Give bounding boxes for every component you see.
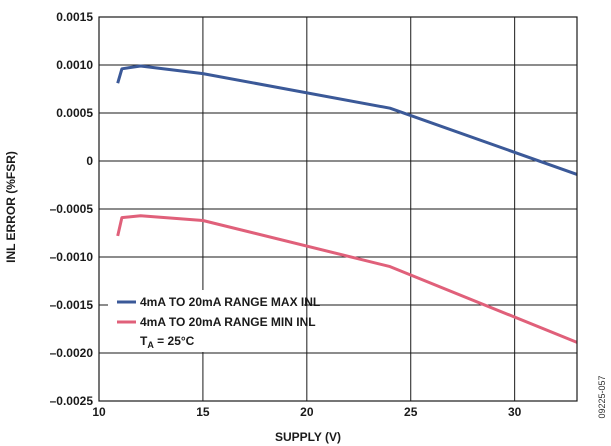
y-tick-label: –0.0015 <box>50 298 94 312</box>
x-axis-title: SUPPLY (V) <box>275 430 341 444</box>
y-tick-labels: 0.0015 0.0010 0.0005 0 –0.0005 –0.0010 –0.0015… <box>50 10 94 408</box>
legend-label-max: 4mA TO 20mA RANGE MAX INL <box>140 295 320 309</box>
series-line-min-inl <box>116 214 578 344</box>
series-layer <box>116 64 578 344</box>
x-tick-label: 15 <box>196 405 210 419</box>
grid <box>99 17 577 401</box>
plot-frame <box>98 16 578 402</box>
legend-background <box>108 290 304 352</box>
y-tick-label: 0.0015 <box>56 10 93 24</box>
y-tick-label: 0 <box>86 154 93 168</box>
y-tick-label: –0.0005 <box>50 202 94 216</box>
annotation-subscript: A <box>147 340 154 350</box>
series-line-max-inl <box>116 64 578 176</box>
y-tick-label: –0.0010 <box>50 250 94 264</box>
figure-id: 09225-057 <box>597 375 607 418</box>
y-tick-label: 0.0005 <box>56 106 93 120</box>
legend-label-min: 4mA TO 20mA RANGE MIN INL <box>140 315 316 329</box>
x-tick-label: 30 <box>508 405 522 419</box>
annotation-suffix: = 25°C <box>154 334 195 348</box>
x-tick-labels: 10 15 20 25 30 <box>92 405 521 419</box>
x-tick-label: 25 <box>404 405 418 419</box>
temperature-annotation: TA = 25°C <box>140 334 195 350</box>
y-tick-label: –0.0025 <box>50 394 94 408</box>
y-axis-title: INL ERROR (%FSR) <box>4 151 18 263</box>
x-tick-label: 20 <box>300 405 314 419</box>
annotation-prefix: T <box>140 334 148 348</box>
y-tick-label: –0.0020 <box>50 346 94 360</box>
x-tick-label: 10 <box>92 405 106 419</box>
y-tick-label: 0.0010 <box>56 58 93 72</box>
